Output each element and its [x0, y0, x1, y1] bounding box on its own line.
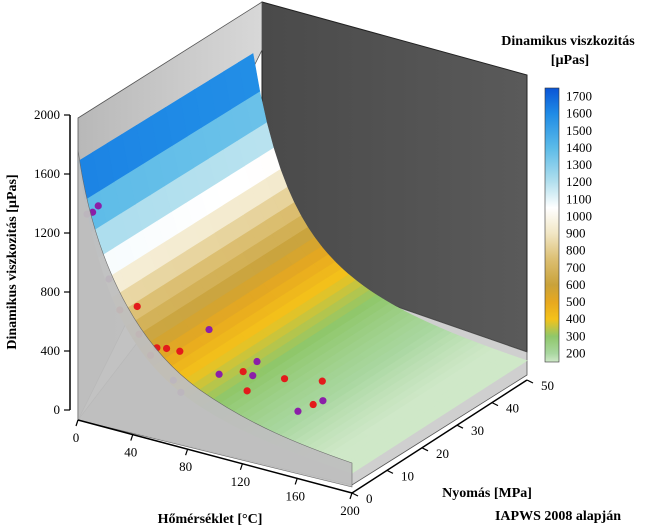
y-tick-mark — [386, 469, 394, 474]
x-tick-label: 40 — [124, 445, 137, 460]
z-tick-label: 0 — [54, 402, 61, 417]
colorbar-tick-label: 600 — [566, 277, 586, 292]
y-tick-label: 10 — [401, 468, 414, 483]
data-point — [215, 370, 223, 378]
colorbar-tick-label: 200 — [566, 345, 586, 360]
data-point — [249, 372, 257, 380]
data-point — [94, 202, 102, 210]
x-tick-label: 0 — [73, 430, 80, 445]
data-point — [176, 347, 184, 355]
y-axis-ticks: 0 10 20 30 40 50 — [351, 378, 554, 506]
y-tick-label: 20 — [436, 446, 449, 461]
colorbar-title-line2: [µPas] — [551, 53, 589, 68]
colorbar-tick-label: 1300 — [566, 157, 592, 172]
colorbar-ticks: 1700 1600 1500 1400 1300 1200 1100 1000 900 800 70… — [566, 89, 592, 361]
x-tick-mark — [130, 434, 134, 441]
viscosity-surface — [77, 53, 528, 474]
y-tick-label: 0 — [366, 491, 373, 506]
y-tick-label: 50 — [541, 378, 554, 393]
colorbar-tick-label: 700 — [566, 260, 586, 275]
y-tick-mark — [491, 402, 499, 407]
y-tick-mark — [526, 379, 534, 384]
data-point — [243, 387, 251, 395]
colorbar-tick-label: 300 — [566, 328, 586, 343]
z-tick-label: 1600 — [34, 166, 60, 181]
data-point — [205, 325, 213, 334]
colorbar-tick-label: 1700 — [566, 89, 592, 104]
colorbar-tick-label: 1500 — [566, 123, 592, 138]
data-point — [239, 368, 247, 376]
colorbar-title-line1: Dinamikus viszkozitás — [501, 34, 635, 49]
y-tick-label: 40 — [506, 401, 519, 416]
x-tick-mark — [75, 419, 79, 427]
x-tick-label: 200 — [340, 503, 360, 518]
data-point — [253, 357, 261, 366]
x-axis-ticks: 0 40 80 120 160 200 — [73, 419, 360, 518]
z-axis-label: Dinamikus viszkozitás [µPas] — [5, 174, 20, 349]
x-tick-mark — [349, 492, 353, 500]
data-point — [280, 375, 289, 383]
data-point — [309, 400, 317, 409]
data-point — [319, 397, 327, 405]
colorbar-tick-label: 1400 — [566, 140, 592, 155]
front-silhouette — [77, 149, 353, 488]
source-note: IAPWS 2008 alapján — [495, 509, 621, 524]
data-point — [294, 407, 302, 415]
y-tick-mark — [351, 492, 359, 497]
colorbar-tick-label: 500 — [566, 294, 586, 309]
colorbar-tick-label: 1100 — [566, 191, 592, 206]
colorbar-tick-label: 1600 — [566, 106, 592, 121]
z-tick-label: 800 — [41, 284, 61, 299]
data-point — [162, 344, 171, 353]
x-axis-line — [77, 419, 353, 494]
x-axis-label: Hőmérséklet [°C] — [158, 512, 263, 527]
colorbar-tick-label: 800 — [566, 243, 586, 258]
y-axis-label: Nyomás [MPa] — [442, 486, 532, 501]
colorbar — [544, 87, 560, 363]
x-tick-mark — [294, 478, 298, 485]
z-axis-ticks: 0 400 800 1200 1600 2000 — [34, 107, 70, 417]
x-tick-mark — [239, 463, 243, 470]
colorbar-tick-label: 400 — [566, 311, 586, 326]
x-tick-mark — [185, 449, 189, 456]
y-tick-mark — [421, 447, 429, 452]
x-tick-label: 120 — [231, 474, 251, 489]
data-point — [318, 377, 326, 385]
y-tick-label: 30 — [471, 423, 484, 438]
data-point — [133, 302, 141, 311]
colorbar-tick-label: 900 — [566, 226, 586, 241]
colorbar-tick-label: 1000 — [566, 208, 592, 223]
colorbar-tick-label: 1200 — [566, 174, 592, 189]
z-tick-label: 400 — [41, 343, 61, 358]
z-tick-label: 1200 — [34, 225, 60, 240]
x-tick-label: 80 — [179, 459, 192, 474]
z-tick-label: 2000 — [34, 107, 60, 122]
y-tick-mark — [456, 424, 464, 429]
y-axis-line — [351, 379, 528, 494]
x-tick-label: 160 — [285, 488, 305, 503]
